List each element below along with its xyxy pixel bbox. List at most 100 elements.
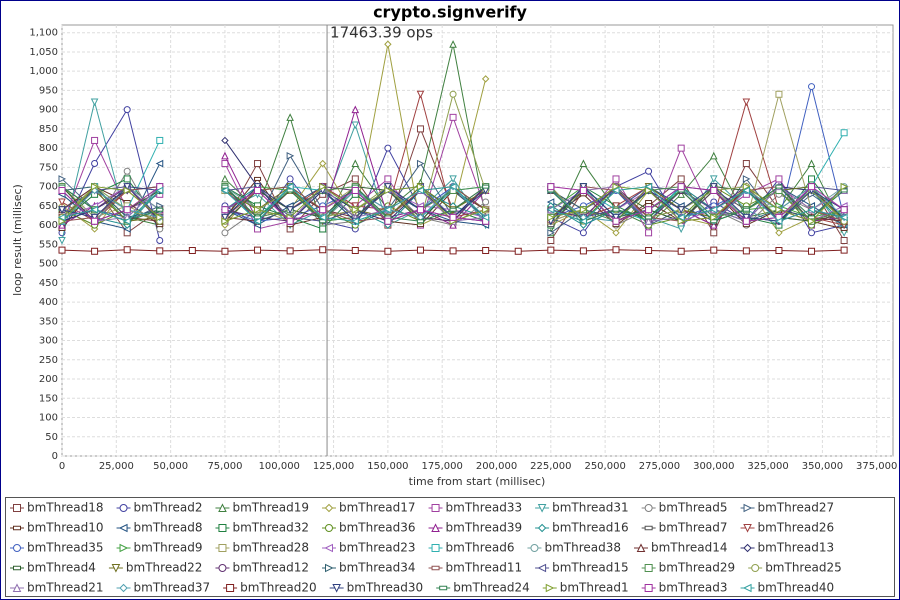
point-marker [742, 207, 750, 212]
legend-label: bmThread21 [27, 581, 104, 595]
point-marker [808, 175, 816, 183]
legend-item: bmThread6 [428, 541, 514, 555]
legend-label: bmThread3 [659, 581, 728, 595]
legend-item: bmThread29 [641, 561, 735, 575]
point-marker [677, 247, 685, 255]
point-marker [808, 183, 816, 191]
point-marker [645, 200, 653, 205]
legend-marker [111, 564, 121, 573]
legend-item: bmThread34 [322, 561, 416, 575]
legend-label: bmThread13 [758, 541, 835, 555]
point-marker [677, 144, 685, 152]
x-tick-label: 25,000 [99, 461, 134, 472]
legend-marker [325, 524, 333, 532]
point-marker [123, 175, 131, 183]
point-marker [612, 182, 621, 191]
point-marker [351, 121, 360, 130]
point-marker [58, 206, 66, 214]
legend-item: bmThread8 [116, 521, 202, 535]
point-marker [416, 125, 424, 133]
point-marker [58, 220, 66, 229]
legend-label: bmThread11 [446, 561, 523, 575]
legend-label: bmThread12 [232, 561, 309, 575]
point-marker [351, 186, 359, 194]
legend-item: bmThread27 [740, 501, 834, 515]
x-tick-label: 300,000 [693, 461, 734, 472]
point-marker [188, 247, 196, 255]
legend-marker [644, 504, 653, 512]
legend-marker [743, 543, 752, 553]
point-marker [808, 229, 816, 237]
legend-marker [431, 504, 440, 512]
point-marker [383, 205, 392, 214]
point-marker [416, 246, 424, 254]
point-marker [384, 183, 392, 191]
point-marker [547, 237, 555, 244]
point-marker [351, 217, 359, 226]
point-marker [742, 247, 750, 255]
x-tick-label: 375,000 [856, 461, 897, 472]
legend-item: bmThread20 [223, 581, 317, 595]
chart-title: crypto.signverify [373, 3, 527, 22]
point-marker [254, 205, 262, 214]
point-marker [645, 247, 653, 255]
x-tick-label: 175,000 [422, 461, 463, 472]
legend-marker [119, 543, 129, 553]
point-marker [808, 247, 816, 255]
point-marker [775, 184, 783, 189]
legend-marker [218, 544, 227, 552]
point-marker [677, 175, 685, 183]
point-marker [710, 219, 718, 224]
y-tick-label: 550 [39, 239, 58, 250]
y-axis-label: loop result (millisec) [11, 184, 24, 296]
point-marker [710, 186, 718, 194]
point-marker [840, 206, 848, 214]
point-marker [156, 207, 164, 212]
point-marker [319, 182, 327, 191]
point-marker [482, 205, 490, 214]
legend-item: bmThread2 [116, 501, 202, 515]
legend-label: bmThread16 [552, 521, 629, 535]
legend-item: bmThread32 [215, 521, 309, 535]
point-marker [710, 213, 718, 222]
point-marker [286, 175, 294, 183]
point-marker [709, 205, 718, 214]
x-tick-label: 325,000 [747, 461, 788, 472]
point-marker [546, 205, 555, 214]
point-marker [481, 213, 490, 222]
legend-label: bmThread4 [27, 561, 96, 575]
point-marker [384, 247, 392, 255]
point-marker [123, 217, 131, 226]
point-marker [645, 229, 653, 237]
legend-label: bmThread18 [27, 501, 104, 515]
y-tick-label: 600 [39, 220, 58, 231]
y-tick-label: 800 [39, 143, 58, 154]
point-marker [709, 220, 718, 229]
point-marker [416, 186, 424, 195]
point-marker [482, 198, 490, 206]
point-marker [775, 247, 783, 255]
x-tick-label: 50,000 [153, 461, 188, 472]
point-marker [91, 182, 99, 191]
point-marker [612, 246, 620, 254]
point-marker [156, 247, 164, 255]
legend-label: bmThread10 [27, 521, 104, 535]
legend-marker [226, 584, 235, 592]
point-marker [612, 202, 620, 210]
legend-item: bmThread25 [748, 561, 842, 575]
legend-item: bmThread13 [740, 541, 835, 555]
point-marker [840, 237, 848, 244]
point-marker [91, 247, 99, 255]
point-marker [775, 90, 783, 98]
point-marker [384, 40, 392, 48]
y-tick-label: 650 [39, 201, 58, 212]
legend-label: bmThread38 [544, 541, 621, 555]
y-tick-label: 500 [39, 259, 58, 270]
point-marker [449, 40, 457, 48]
point-marker [677, 206, 685, 214]
y-tick-label: 900 [39, 105, 58, 116]
y-tick-label: 50 [45, 432, 58, 443]
legend-label: bmThread20 [240, 581, 317, 595]
legend-label: bmThread30 [347, 581, 424, 595]
